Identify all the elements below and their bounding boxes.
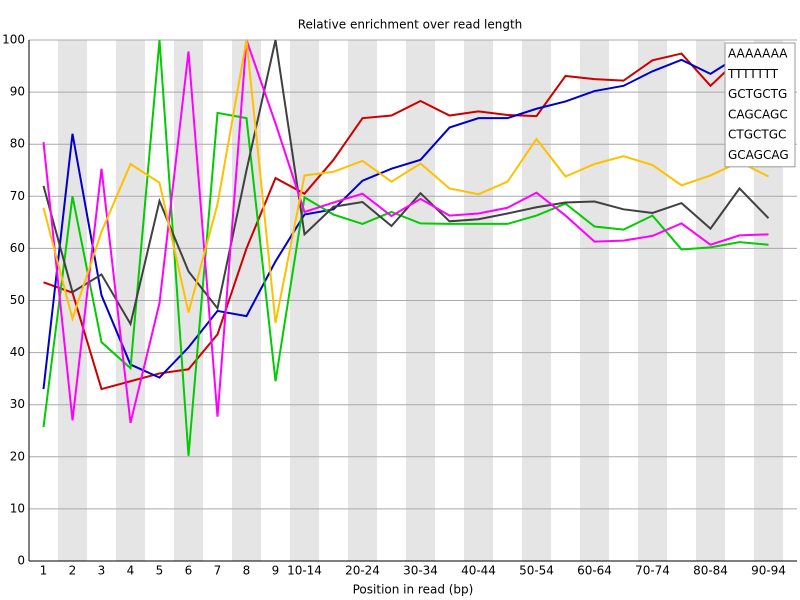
y-tick-label: 40	[10, 345, 25, 359]
series-line	[42, 39, 769, 456]
x-tick-label: 3	[98, 564, 106, 578]
legend-label: GCAGCAG	[728, 148, 789, 162]
x-tick-label: 8	[243, 564, 251, 578]
y-tick-label: 100	[2, 33, 25, 47]
legend-label: CAGCAGC	[728, 107, 788, 121]
x-tick-label: 2	[69, 564, 77, 578]
x-tick-label: 1	[40, 564, 48, 578]
x-tick-label: 40-44	[461, 564, 496, 578]
y-tick-label: 90	[10, 85, 25, 99]
legend: AAAAAAA TTTTTTT GCTGCTG CAGCAGC CTGCTGC GCAGC…	[724, 42, 796, 168]
x-tick-label: 80-84	[693, 564, 728, 578]
legend-label: AAAAAAA	[728, 47, 788, 61]
x-tick-label: 6	[185, 564, 193, 578]
legend-label: GCTGCTG	[728, 87, 787, 101]
x-tick-label: 90-94	[751, 564, 786, 578]
y-tick-label: 20	[10, 449, 25, 463]
y-tick-label: 80	[10, 137, 25, 151]
x-tick-label: 5	[156, 564, 164, 578]
x-tick-label: 20-24	[345, 564, 380, 578]
series-line	[42, 39, 770, 327]
chart-title: Relative enrichment over read length	[298, 18, 523, 32]
series-line	[42, 39, 769, 424]
y-tick-label: 70	[10, 189, 25, 203]
y-tick-label: 60	[10, 241, 25, 255]
series-line	[42, 39, 769, 324]
y-tick-label: 10	[10, 501, 25, 515]
x-tick-label: 50-54	[519, 564, 554, 578]
x-tick-label: 4	[127, 564, 135, 578]
x-tick-label: 10-14	[287, 564, 322, 578]
y-tick-label: 50	[10, 293, 25, 307]
x-tick-label: 9	[272, 564, 280, 578]
x-tick-label: 30-34	[403, 564, 438, 578]
legend-label: CTGCTGC	[728, 128, 786, 142]
x-tick-label: 70-74	[635, 564, 670, 578]
y-tick-label: 30	[10, 397, 25, 411]
series-line	[42, 49, 769, 390]
x-tick-label: 7	[214, 564, 222, 578]
x-tick-label: 60-64	[577, 564, 612, 578]
legend-label: TTTTTTT	[727, 67, 779, 81]
y-tick-label: 0	[17, 554, 25, 568]
x-axis-label: Position in read (bp)	[353, 583, 474, 597]
legend-box	[724, 42, 796, 168]
